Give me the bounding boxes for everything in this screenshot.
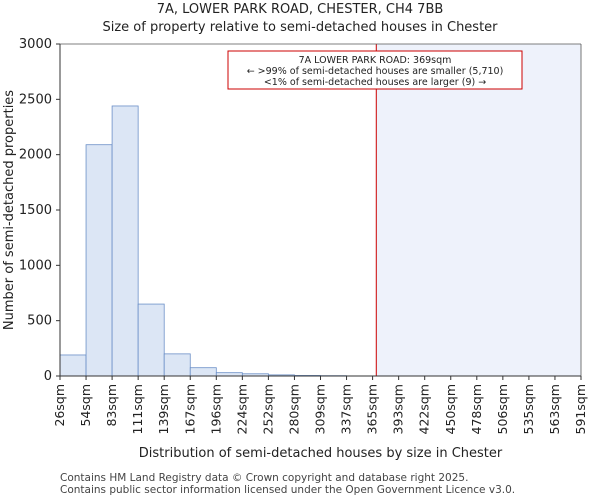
chart-subtitle: Size of property relative to semi-detach… — [102, 20, 498, 35]
y-tick-label: 500 — [27, 314, 52, 329]
bars-group — [59, 105, 400, 377]
larger-than-property-region — [376, 44, 581, 376]
y-tick-label: 3000 — [19, 37, 52, 52]
x-tick-label: 393sqm — [391, 384, 406, 434]
x-axis-label: Distribution of semi-detached houses by … — [139, 446, 503, 461]
x-tick-label: 365sqm — [365, 384, 380, 434]
bar-111sqm — [137, 303, 165, 377]
y-tick-label: 2000 — [19, 148, 52, 163]
x-tick-label: 309sqm — [313, 384, 328, 434]
y-tick-label: 1000 — [19, 258, 52, 273]
footer-line-1: Contains HM Land Registry data © Crown c… — [60, 472, 469, 484]
x-tick-label: 478sqm — [469, 384, 484, 434]
annotation-box: 7A LOWER PARK ROAD: 369sqm ← >99% of sem… — [227, 50, 523, 90]
bar-167sqm — [189, 367, 217, 377]
y-tick-label: 1500 — [19, 203, 52, 218]
axes-group: 0 500 1000 1500 2000 2500 3000 26sqm 54sqm 83sqm 1… — [19, 37, 588, 434]
annotation-rect — [227, 50, 523, 90]
y-tick-label: 2500 — [19, 92, 52, 107]
bar-83sqm — [111, 105, 139, 377]
x-tick-label: 252sqm — [260, 384, 275, 434]
x-tick-label: 54sqm — [78, 384, 93, 427]
x-tick-label: 26sqm — [52, 384, 67, 427]
x-tick-label: 167sqm — [182, 384, 197, 434]
bar-26sqm — [59, 354, 87, 377]
x-tick-label: 563sqm — [547, 384, 562, 434]
chart-title: 7A, LOWER PARK ROAD, CHESTER, CH4 7BB — [156, 2, 444, 17]
annotation-line-1: 7A LOWER PARK ROAD: 369sqm — [299, 55, 452, 66]
footer-line-2: Contains public sector information licen… — [60, 484, 516, 496]
annotation-line-3: <1% of semi-detached houses are larger (… — [264, 77, 486, 88]
x-tick-label: 83sqm — [104, 384, 119, 427]
x-tick-label: 591sqm — [573, 384, 588, 434]
x-tick-label: 422sqm — [417, 384, 432, 434]
y-axis-label: Number of semi-detached properties — [2, 90, 17, 330]
x-tick-label: 337sqm — [339, 384, 354, 434]
x-tick-label: 535sqm — [521, 384, 536, 434]
x-tick-label: 111sqm — [130, 384, 145, 434]
x-tick-label: 450sqm — [443, 384, 458, 434]
x-tick-label: 224sqm — [234, 384, 249, 434]
bar-139sqm — [163, 353, 191, 377]
annotation-line-2: ← >99% of semi-detached houses are small… — [247, 66, 504, 77]
bar-54sqm — [85, 144, 113, 377]
x-tick-label: 280sqm — [286, 384, 301, 434]
y-tick-label: 0 — [44, 369, 52, 384]
x-tick-label: 196sqm — [208, 384, 223, 434]
x-tick-label: 139sqm — [156, 384, 171, 434]
x-tick-label: 506sqm — [495, 384, 510, 434]
